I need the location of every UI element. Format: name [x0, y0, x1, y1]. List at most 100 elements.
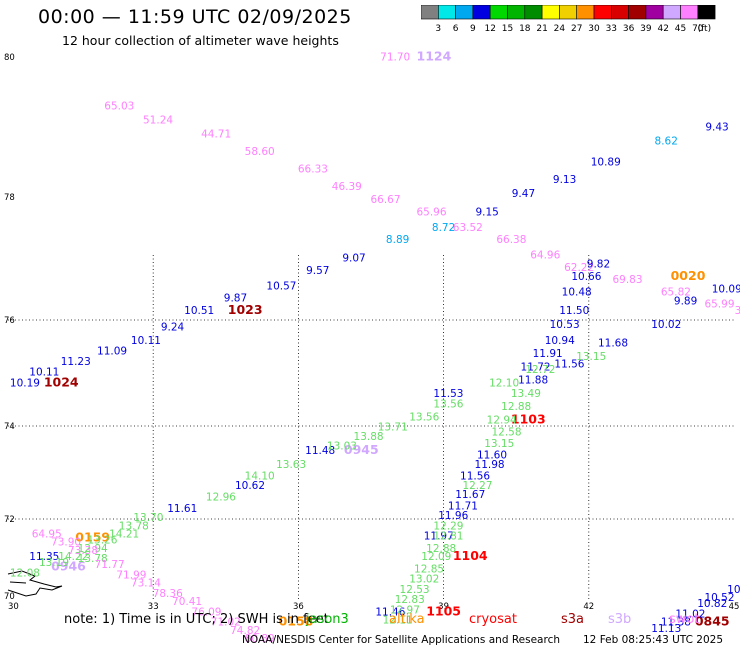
note-label: note:: [64, 612, 98, 627]
lat-tick-label: 74: [4, 422, 15, 432]
legend-swatch-max: [697, 4, 716, 20]
wave-height-label: 12.85: [414, 563, 444, 575]
wave-height-label: 12.27: [462, 480, 492, 492]
wave-height-labels: 71.70 1124 65.03 51.24 44.71 58.60 66.33 46.39 6…: [10, 49, 740, 646]
wave-height-label: 13.15: [576, 351, 606, 363]
color-legend: 3 6 9 12 15 18 21 24 27 30 33 36 39 42 45 70 (ft): [420, 4, 733, 39]
wave-height-label: 66.67: [370, 194, 400, 206]
wave-height-label: 69.83: [612, 274, 642, 286]
wave-height-label: 10.11: [29, 367, 59, 379]
wave-height-label: 13.02: [409, 574, 439, 586]
wave-height-label: 10.57: [266, 280, 296, 292]
legend-tick-label: 30: [588, 24, 600, 34]
wave-height-label: 9.13: [553, 174, 576, 186]
wave-height-label: 13.78: [78, 553, 108, 565]
wave-height-label: 10.48: [562, 286, 592, 298]
wave-height-label: 12.53: [400, 584, 430, 596]
wave-height-label: 14.22: [58, 551, 88, 563]
pass-time-label: 1024: [44, 374, 79, 389]
wave-height-label: 13.88: [354, 431, 384, 443]
pass-time-label: 1103: [511, 411, 546, 426]
wave-height-label: 71.77: [95, 559, 125, 571]
lon-tick-label: 30: [8, 602, 19, 612]
page-subtitle: 12 hour collection of altimeter wave hei…: [62, 33, 339, 48]
wave-height-label: 10.62: [235, 480, 265, 492]
satellite-legend-altika: altika: [389, 612, 425, 627]
note-line: note: 1) Time is in UTC; 2) SWH is in fe…: [64, 612, 329, 627]
wave-height-label: 11.61: [167, 503, 197, 515]
wave-height-label: 8.72: [432, 222, 455, 234]
wave-height-label: 11.46: [375, 606, 405, 618]
wave-height-label: 58.60: [245, 146, 275, 158]
wave-height-label: 11.96: [438, 510, 468, 522]
wave-height-label: 73.14: [131, 578, 161, 590]
wave-height-label: 11.97: [424, 531, 454, 543]
wave-height-label: 11.71: [448, 501, 478, 513]
wave-height-label: 64.96: [530, 250, 560, 262]
legend-tick-label: 12: [484, 24, 495, 34]
pass-time-label: 1023: [228, 302, 263, 317]
wave-height-label: 10.02: [651, 319, 681, 331]
color-legend-scale: 3 6 9 12 15 18 21 24 27 30 33 36 39 42 45 70(ft): [420, 4, 716, 34]
wave-height-label: 13.56: [433, 398, 463, 410]
wave-height-label: 13.15: [484, 438, 514, 450]
wave-height-label: 10.52: [704, 592, 734, 604]
wave-height-label: 13.78: [119, 520, 149, 532]
wave-height-label: 8.89: [386, 234, 409, 246]
wave-height-label: 63.52: [453, 222, 483, 234]
wave-height-label: 13.56: [409, 412, 439, 424]
wave-height-label: 74.82: [230, 625, 260, 637]
legend-unit-label: (ft): [698, 24, 712, 34]
wave-height-label: 13.63: [276, 459, 306, 471]
wave-height-label: 12.11: [383, 615, 413, 627]
wave-height-label: 66.33: [298, 164, 328, 176]
pass-time-label: 0020: [671, 268, 706, 283]
lon-tick-label: 42: [583, 602, 594, 612]
wave-height-label: 12.94: [78, 543, 108, 555]
wave-height-label: 62.22: [564, 262, 594, 274]
wave-height-label: 9.15: [475, 206, 498, 218]
wave-height-label: 9.47: [512, 188, 535, 200]
wave-height-label: 10.94: [545, 335, 575, 347]
wave-height-label: 11.56: [554, 359, 584, 371]
wave-height-label: 10.11: [131, 335, 161, 347]
wave-height-label: 78.36: [153, 588, 183, 600]
wave-height-label: 11.50: [559, 305, 589, 317]
wave-height-label: 11.67: [455, 489, 485, 501]
wave-height-label: 65.82: [661, 286, 691, 298]
wave-height-label: 8.62: [655, 136, 678, 148]
wave-height-label: 73.38: [68, 545, 98, 557]
lat-tick-label: 72: [4, 515, 15, 525]
wave-height-label: 9.87: [224, 293, 247, 305]
lon-tick-label: 39: [438, 602, 449, 612]
wave-height-label: 11.60: [477, 450, 507, 462]
wave-height-label: 71.02: [211, 617, 241, 629]
wave-height-label: 13.71: [378, 422, 408, 434]
satellite-legend-cryosat: cryosat: [469, 612, 517, 627]
wave-height-label: 9.57: [306, 265, 329, 277]
wave-height-label: 65.96: [416, 206, 446, 218]
wave-height-label: 12.72: [525, 364, 555, 376]
wave-height-label: 9.43: [705, 122, 728, 134]
wave-height-label: 66.38: [496, 234, 526, 246]
wave-height-label: 12.81: [433, 531, 463, 543]
wave-height-label: 13.49: [511, 388, 541, 400]
wave-height-label: 13.70: [133, 512, 163, 524]
wave-height-label: 51.24: [143, 115, 173, 127]
wave-height-label: 64.95: [32, 528, 62, 540]
wave-height-label: 65.03: [104, 101, 134, 113]
wave-height-label: 12.29: [433, 520, 463, 532]
wave-height-label: 10.51: [184, 305, 214, 317]
legend-tick-label: 15: [502, 24, 513, 34]
wave-height-label: 11.91: [533, 348, 563, 360]
credit-text: NOAA/NESDIS Center for Satellite Applica…: [242, 634, 560, 646]
wave-height-label: 14.10: [245, 470, 275, 482]
wave-height-label: 13.19: [39, 557, 69, 569]
wave-height-label: 14.21: [109, 528, 139, 540]
wave-height-label: 10.82: [697, 598, 727, 610]
legend-tick-label: 70: [692, 24, 704, 34]
satellite-legend-jason3: jason3: [306, 612, 349, 627]
pass-time-label: 0946: [51, 558, 86, 573]
wave-height-label: 12.58: [491, 426, 521, 438]
